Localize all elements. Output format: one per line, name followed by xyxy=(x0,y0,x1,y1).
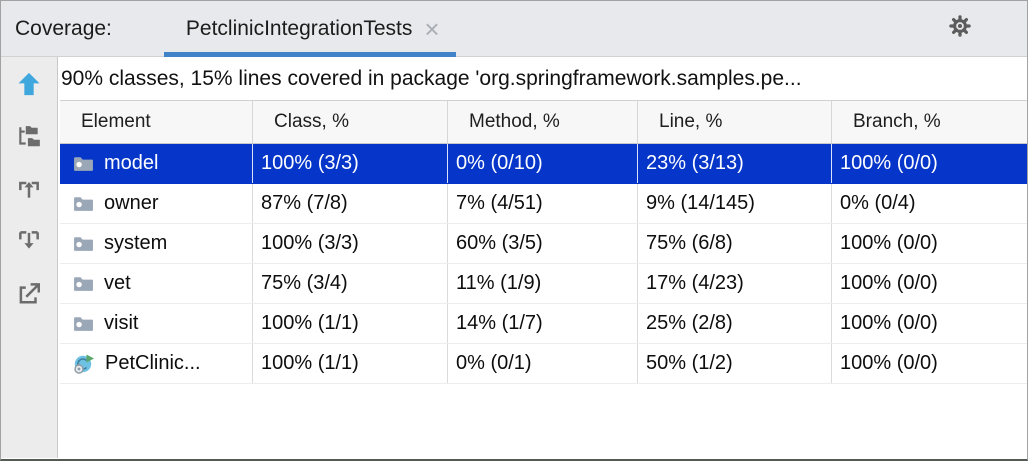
column-header-element[interactable]: Element xyxy=(60,101,253,143)
element-label: visit xyxy=(104,312,139,334)
class-coverage-cell: 100% (1/1) xyxy=(253,344,448,383)
element-label: PetClinic... xyxy=(105,352,201,374)
coverage-table: Element Class, % Method, % Line, % Branc… xyxy=(60,100,1027,384)
coverage-summary-text: 90% classes, 15% lines covered in packag… xyxy=(61,66,802,90)
branch-coverage-cell: 100% (0/0) xyxy=(840,232,938,254)
method-coverage-cell: 11% (1/9) xyxy=(448,264,638,303)
element-cell[interactable]: visit xyxy=(60,304,253,343)
jump-up-bracket-icon[interactable] xyxy=(16,176,42,202)
column-header-method[interactable]: Method, % xyxy=(448,101,638,143)
scroll-up-arrow-icon[interactable] xyxy=(15,70,43,98)
element-cell[interactable]: owner xyxy=(60,184,253,223)
coverage-content: 90% classes, 15% lines covered in packag… xyxy=(58,57,1027,458)
line-coverage-cell: 9% (14/145) xyxy=(638,184,832,223)
toolbar-actions xyxy=(947,13,1003,44)
column-header-class[interactable]: Class, % xyxy=(253,101,448,143)
line-coverage-cell: 75% (6/8) xyxy=(638,224,832,263)
coverage-table-body: model 100% (3/3) 0% (0/10) 23% (3/13) 10… xyxy=(60,144,1027,384)
jump-down-bracket-icon[interactable] xyxy=(16,228,42,254)
column-header-branch[interactable]: Branch, % xyxy=(853,111,941,132)
package-folder-icon xyxy=(73,234,94,253)
tab-petclinic-integration-tests[interactable]: PetclinicIntegrationTests × xyxy=(163,1,456,57)
package-folder-icon xyxy=(73,274,94,293)
method-coverage-cell: 0% (0/10) xyxy=(448,144,638,183)
column-header-line[interactable]: Line, % xyxy=(638,101,832,143)
branch-coverage-cell: 100% (0/0) xyxy=(840,152,938,174)
element-cell[interactable]: PetClinic... xyxy=(60,344,253,383)
table-row[interactable]: visit 100% (1/1) 14% (1/7) 25% (2/8) 100… xyxy=(60,304,1027,344)
coverage-toolbar: Coverage: PetclinicIntegrationTests × xyxy=(1,1,1027,57)
export-report-icon[interactable] xyxy=(16,280,42,306)
class-coverage-cell: 75% (3/4) xyxy=(253,264,448,303)
table-row[interactable]: system 100% (3/3) 60% (3/5) 75% (6/8) 10… xyxy=(60,224,1027,264)
element-label: model xyxy=(104,152,159,174)
tab-label: PetclinicIntegrationTests xyxy=(185,16,413,40)
element-cell[interactable]: vet xyxy=(60,264,253,303)
main-area: 90% classes, 15% lines covered in packag… xyxy=(1,57,1027,458)
settings-gear-icon[interactable] xyxy=(947,13,973,44)
line-coverage-cell: 17% (4/23) xyxy=(638,264,832,303)
class-coverage-cell: 100% (3/3) xyxy=(253,224,448,263)
package-folder-icon xyxy=(73,194,94,213)
test-class-run-icon xyxy=(73,353,95,375)
table-row[interactable]: PetClinic... 100% (1/1) 0% (0/1) 50% (1/… xyxy=(60,344,1027,384)
element-cell[interactable]: system xyxy=(60,224,253,263)
branch-coverage-cell: 0% (0/4) xyxy=(840,192,916,214)
class-coverage-cell: 100% (3/3) xyxy=(253,144,448,183)
table-row[interactable]: owner 87% (7/8) 7% (4/51) 9% (14/145) 0%… xyxy=(60,184,1027,224)
class-coverage-cell: 87% (7/8) xyxy=(253,184,448,223)
element-label: vet xyxy=(104,272,131,294)
package-folder-icon xyxy=(73,154,94,173)
line-coverage-cell: 50% (1/2) xyxy=(638,344,832,383)
class-coverage-cell: 100% (1/1) xyxy=(253,304,448,343)
coverage-title: Coverage: xyxy=(15,16,112,40)
element-label: system xyxy=(104,232,168,254)
line-coverage-cell: 25% (2/8) xyxy=(638,304,832,343)
method-coverage-cell: 60% (3/5) xyxy=(448,224,638,263)
branch-coverage-cell: 100% (0/0) xyxy=(840,352,938,374)
flatten-packages-icon[interactable] xyxy=(16,124,42,150)
element-label: owner xyxy=(104,192,159,214)
method-coverage-cell: 0% (0/1) xyxy=(448,344,638,383)
left-toolbar xyxy=(1,57,58,458)
tab-active-underline xyxy=(163,52,456,57)
branch-coverage-cell: 100% (0/0) xyxy=(840,272,938,294)
up-arrow-shape xyxy=(18,72,40,96)
method-coverage-cell: 7% (4/51) xyxy=(448,184,638,223)
table-row[interactable]: model 100% (3/3) 0% (0/10) 23% (3/13) 10… xyxy=(60,144,1027,184)
tab-close-icon[interactable]: × xyxy=(424,13,440,44)
package-folder-icon xyxy=(73,314,94,333)
line-coverage-cell: 23% (3/13) xyxy=(638,144,832,183)
table-row[interactable]: vet 75% (3/4) 11% (1/9) 17% (4/23) 100% … xyxy=(60,264,1027,304)
element-cell[interactable]: model xyxy=(60,144,253,183)
coverage-table-header: Element Class, % Method, % Line, % Branc… xyxy=(60,101,1027,144)
method-coverage-cell: 14% (1/7) xyxy=(448,304,638,343)
branch-coverage-cell: 100% (0/0) xyxy=(840,312,938,334)
